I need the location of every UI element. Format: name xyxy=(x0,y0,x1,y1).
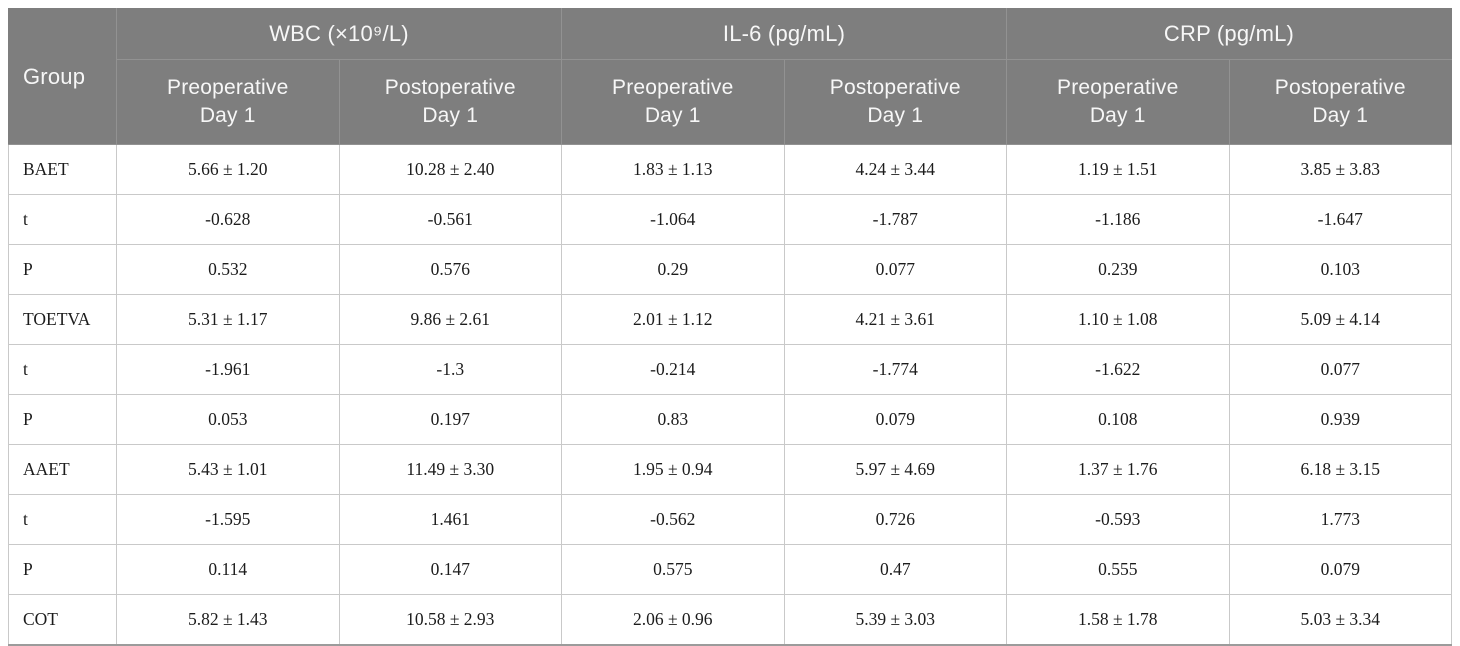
table-cell: -0.628 xyxy=(116,194,340,245)
row-label: t xyxy=(8,494,117,545)
table-row-t: t -1.595 1.461 -0.562 0.726 -0.593 1.773 xyxy=(8,494,1452,545)
table-cell: 11.49 ± 3.30 xyxy=(338,444,562,495)
table-cell: 0.239 xyxy=(1006,244,1230,295)
row-label: AAET xyxy=(8,444,117,495)
row-label: t xyxy=(8,344,117,395)
table-cell: -1.774 xyxy=(783,344,1007,395)
column-group-wbc: WBC (×10⁹/L) xyxy=(116,8,562,60)
table-cell: -1.186 xyxy=(1006,194,1230,245)
table-row-t: t -1.961 -1.3 -0.214 -1.774 -1.622 0.077 xyxy=(8,344,1452,395)
table-header: Group WBC (×10⁹/L) IL-6 (pg/mL) CRP (pg/… xyxy=(8,8,1452,145)
table-cell: -1.961 xyxy=(116,344,340,395)
subheader-crp-postop: Postoperative Day 1 xyxy=(1228,59,1452,145)
sub-header-row: Preoperative Day 1 Postoperative Day 1 P… xyxy=(9,59,1452,145)
table-cell: 0.108 xyxy=(1006,394,1230,445)
table-cell: 0.077 xyxy=(783,244,1007,295)
table-cell: 5.31 ± 1.17 xyxy=(116,294,340,345)
table-cell: 0.079 xyxy=(1228,544,1452,595)
table-cell: -1.787 xyxy=(783,194,1007,245)
table-row-p: P 0.532 0.576 0.29 0.077 0.239 0.103 xyxy=(8,244,1452,295)
table-cell: -0.593 xyxy=(1006,494,1230,545)
group-column-header: Group xyxy=(8,8,117,145)
column-group-crp: CRP (pg/mL) xyxy=(1006,8,1452,60)
table-cell: 0.053 xyxy=(116,394,340,445)
table-cell: 1.58 ± 1.78 xyxy=(1006,594,1230,646)
table-cell: 0.29 xyxy=(561,244,785,295)
table-row-toetva: TOETVA 5.31 ± 1.17 9.86 ± 2.61 2.01 ± 1.… xyxy=(8,294,1452,345)
subheader-wbc-postop: Postoperative Day 1 xyxy=(338,59,562,145)
table-cell: -0.562 xyxy=(561,494,785,545)
table-cell: 0.532 xyxy=(116,244,340,295)
table-cell: 0.555 xyxy=(1006,544,1230,595)
row-label: P xyxy=(8,394,117,445)
table-cell: 1.773 xyxy=(1228,494,1452,545)
table-cell: 0.103 xyxy=(1228,244,1452,295)
table-cell: 0.197 xyxy=(338,394,562,445)
table-cell: 0.47 xyxy=(783,544,1007,595)
table-cell: 10.58 ± 2.93 xyxy=(338,594,562,646)
table-row-cot: COT 5.82 ± 1.43 10.58 ± 2.93 2.06 ± 0.96… xyxy=(8,594,1452,646)
comparison-table: Group WBC (×10⁹/L) IL-6 (pg/mL) CRP (pg/… xyxy=(8,8,1452,646)
table-cell: 3.85 ± 3.83 xyxy=(1228,144,1452,195)
table-row-baet: BAET 5.66 ± 1.20 10.28 ± 2.40 1.83 ± 1.1… xyxy=(8,144,1452,195)
table-cell: -0.561 xyxy=(338,194,562,245)
table-cell: 0.726 xyxy=(783,494,1007,545)
column-group-row: Group WBC (×10⁹/L) IL-6 (pg/mL) CRP (pg/… xyxy=(8,8,1452,145)
table-cell: 5.66 ± 1.20 xyxy=(116,144,340,195)
table-cell: 2.01 ± 1.12 xyxy=(561,294,785,345)
row-label: P xyxy=(8,544,117,595)
table-cell: 1.83 ± 1.13 xyxy=(561,144,785,195)
row-label: TOETVA xyxy=(8,294,117,345)
table-row-p: P 0.053 0.197 0.83 0.079 0.108 0.939 xyxy=(8,394,1452,445)
row-label: BAET xyxy=(8,144,117,195)
table-cell: 5.39 ± 3.03 xyxy=(783,594,1007,646)
table-cell: 5.03 ± 3.34 xyxy=(1228,594,1452,646)
table-cell: 0.83 xyxy=(561,394,785,445)
table-cell: 5.09 ± 4.14 xyxy=(1228,294,1452,345)
column-group-il6: IL-6 (pg/mL) xyxy=(561,8,1007,60)
table-cell: -1.647 xyxy=(1228,194,1452,245)
table-cell: 5.82 ± 1.43 xyxy=(116,594,340,646)
row-label: t xyxy=(8,194,117,245)
table-cell: 1.10 ± 1.08 xyxy=(1006,294,1230,345)
table-cell: -1.3 xyxy=(338,344,562,395)
table-row-p: P 0.114 0.147 0.575 0.47 0.555 0.079 xyxy=(8,544,1452,595)
table-container: Group WBC (×10⁹/L) IL-6 (pg/mL) CRP (pg/… xyxy=(8,8,1452,646)
table-cell: -1.064 xyxy=(561,194,785,245)
table-cell: 0.939 xyxy=(1228,394,1452,445)
table-cell: -0.214 xyxy=(561,344,785,395)
table-cell: 0.114 xyxy=(116,544,340,595)
table-body: BAET 5.66 ± 1.20 10.28 ± 2.40 1.83 ± 1.1… xyxy=(8,144,1452,646)
table-cell: 0.147 xyxy=(338,544,562,595)
subheader-wbc-preop: Preoperative Day 1 xyxy=(116,59,340,145)
subheader-il6-preop: Preoperative Day 1 xyxy=(561,59,785,145)
table-row-aaet: AAET 5.43 ± 1.01 11.49 ± 3.30 1.95 ± 0.9… xyxy=(8,444,1452,495)
row-label: COT xyxy=(8,594,117,646)
table-cell: 1.95 ± 0.94 xyxy=(561,444,785,495)
row-label: P xyxy=(8,244,117,295)
table-cell: 0.576 xyxy=(338,244,562,295)
table-cell: -1.595 xyxy=(116,494,340,545)
table-cell: 4.21 ± 3.61 xyxy=(783,294,1007,345)
table-cell: 9.86 ± 2.61 xyxy=(338,294,562,345)
table-cell: 6.18 ± 3.15 xyxy=(1228,444,1452,495)
table-cell: 1.19 ± 1.51 xyxy=(1006,144,1230,195)
table-cell: 1.461 xyxy=(338,494,562,545)
table-cell: 10.28 ± 2.40 xyxy=(338,144,562,195)
table-cell: 0.575 xyxy=(561,544,785,595)
table-cell: 2.06 ± 0.96 xyxy=(561,594,785,646)
table-cell: 4.24 ± 3.44 xyxy=(783,144,1007,195)
table-cell: 5.43 ± 1.01 xyxy=(116,444,340,495)
table-cell: 0.079 xyxy=(783,394,1007,445)
table-cell: 1.37 ± 1.76 xyxy=(1006,444,1230,495)
table-cell: 0.077 xyxy=(1228,344,1452,395)
table-cell: 5.97 ± 4.69 xyxy=(783,444,1007,495)
table-cell: -1.622 xyxy=(1006,344,1230,395)
table-row-t: t -0.628 -0.561 -1.064 -1.787 -1.186 -1.… xyxy=(8,194,1452,245)
subheader-il6-postop: Postoperative Day 1 xyxy=(783,59,1007,145)
subheader-crp-preop: Preoperative Day 1 xyxy=(1006,59,1230,145)
